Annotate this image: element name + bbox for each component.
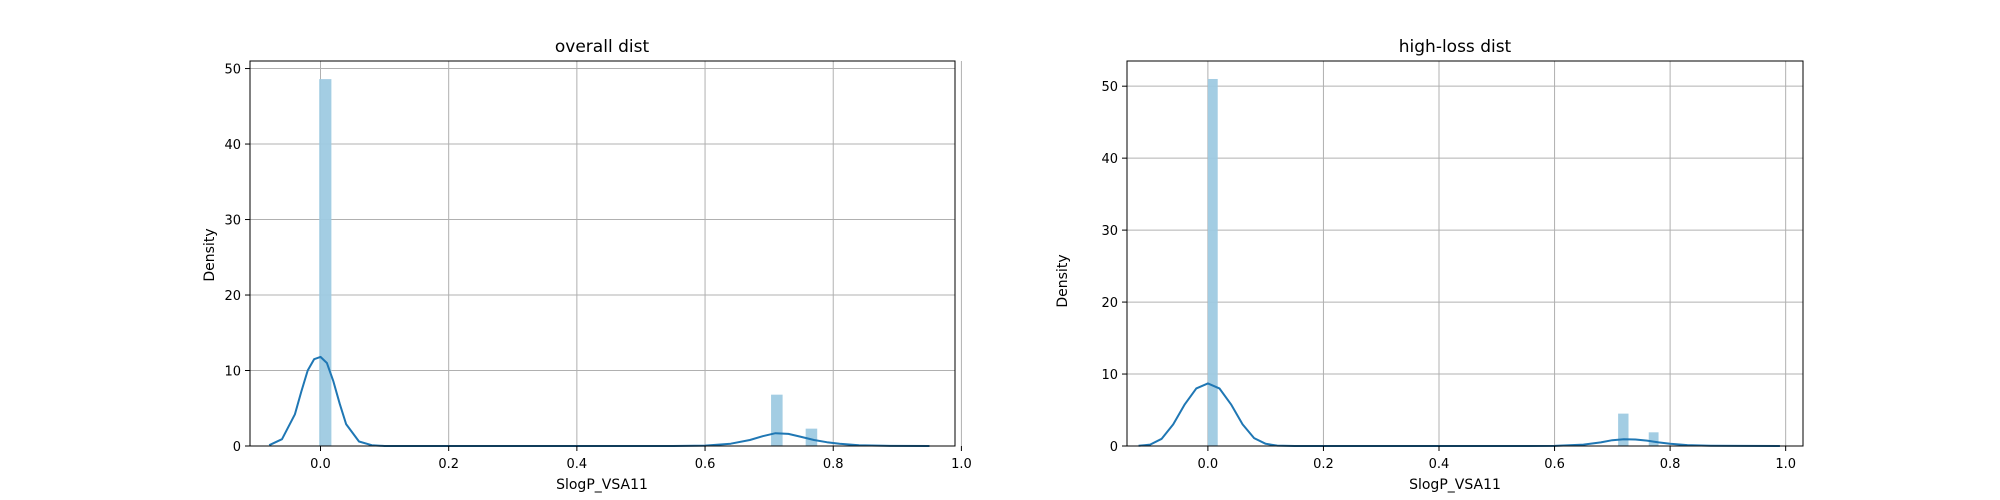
y-tick-label: 50	[224, 63, 241, 78]
y-axis-label: Density	[202, 228, 218, 281]
histogram-bar	[1618, 413, 1629, 446]
y-tick-label: 40	[1101, 152, 1118, 167]
x-tick-label: 0.4	[567, 457, 588, 472]
y-tick-label: 40	[224, 138, 241, 153]
x-axis-label: SlogP_VSA11	[1409, 477, 1501, 493]
y-tick-label: 30	[1101, 224, 1118, 239]
x-tick-label: 0.8	[823, 457, 844, 472]
y-axis-label: Density	[1055, 254, 1071, 307]
x-tick-label: 0.2	[438, 457, 459, 472]
y-tick-label: 10	[1101, 368, 1118, 383]
y-tick-label: 50	[1101, 80, 1118, 95]
x-tick-label: 0.6	[1544, 457, 1565, 472]
plot-area: 0.0 0.2 0.4 0.6 0.8 1.0 0 10 20 30 40 50	[1101, 60, 1804, 472]
x-tick-label: 0.6	[695, 457, 716, 472]
y-tick-label: 20	[1101, 296, 1118, 311]
y-tick-label: 10	[224, 365, 241, 380]
subplot-overall-dist: overall dist SlogP_VSA11 Density 0.0 0.2 0…	[202, 37, 972, 493]
y-tick-label: 0	[233, 440, 241, 455]
x-tick-label: 0.0	[1198, 457, 1219, 472]
chart-title: high-loss dist	[1399, 37, 1512, 57]
plot-area: 0.0 0.2 0.4 0.6 0.8 1.0 0 10 20 30 40 50	[224, 60, 972, 472]
x-tick-label: 0.0	[310, 457, 331, 472]
x-axis-label: SlogP_VSA11	[556, 477, 648, 493]
histogram-bar	[1648, 432, 1659, 446]
chart-title: overall dist	[555, 37, 650, 57]
x-tick-label: 0.8	[1660, 457, 1681, 472]
axes-frame	[1126, 60, 1804, 447]
x-tick-label: 1.0	[951, 457, 972, 472]
histogram-bar	[319, 79, 332, 446]
subplot-high-loss-dist: high-loss dist SlogP_VSA11 Density 0.0 0.…	[1055, 37, 1804, 493]
y-tick-label: 30	[224, 214, 241, 229]
x-tick-label: 0.4	[1429, 457, 1450, 472]
histogram-bar	[1207, 78, 1218, 446]
x-tick-label: 1.0	[1775, 457, 1796, 472]
y-tick-label: 0	[1110, 440, 1118, 455]
x-tick-label: 0.2	[1313, 457, 1334, 472]
axes-frame	[249, 60, 956, 447]
histogram-bar	[771, 394, 783, 446]
histogram-bar	[805, 428, 818, 446]
y-tick-label: 20	[224, 289, 241, 304]
